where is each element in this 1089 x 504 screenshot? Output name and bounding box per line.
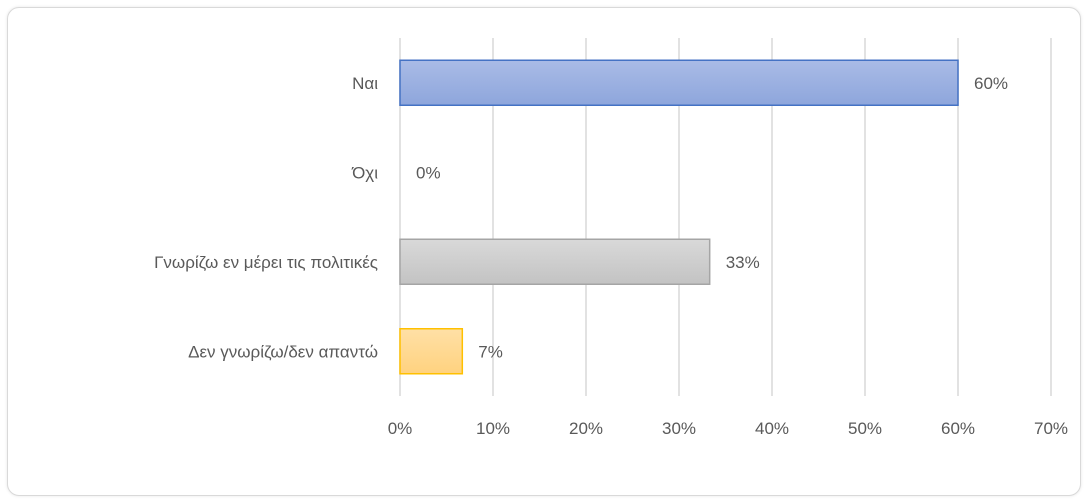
- x-tick-label: 60%: [941, 419, 975, 438]
- labels: 0% 10% 20% 30% 40% 50% 60% 70% Ναι 60% Όχι 0% Γνωρίζ…: [154, 74, 1068, 438]
- x-tick-label: 20%: [569, 419, 603, 438]
- x-tick-label: 10%: [476, 419, 510, 438]
- bar: [399, 59, 959, 106]
- x-tick-label: 0%: [388, 419, 413, 438]
- category-label: Όχι: [351, 163, 378, 182]
- bar: [399, 238, 711, 285]
- category-label: Ναι: [352, 74, 378, 93]
- data-label: 33%: [726, 253, 760, 272]
- x-tick-label: 40%: [755, 419, 789, 438]
- data-label: 7%: [478, 342, 503, 361]
- x-tick-label: 50%: [848, 419, 882, 438]
- bars: [399, 59, 959, 375]
- x-tick-label: 30%: [662, 419, 696, 438]
- bar: [399, 328, 464, 375]
- x-tick-label: 70%: [1034, 419, 1068, 438]
- data-label: 60%: [974, 74, 1008, 93]
- category-label: Γνωρίζω εν μέρει τις πολιτικές: [154, 253, 378, 272]
- data-label: 0%: [416, 163, 441, 182]
- category-label: Δεν γνωρίζω/δεν απαντώ: [188, 342, 378, 361]
